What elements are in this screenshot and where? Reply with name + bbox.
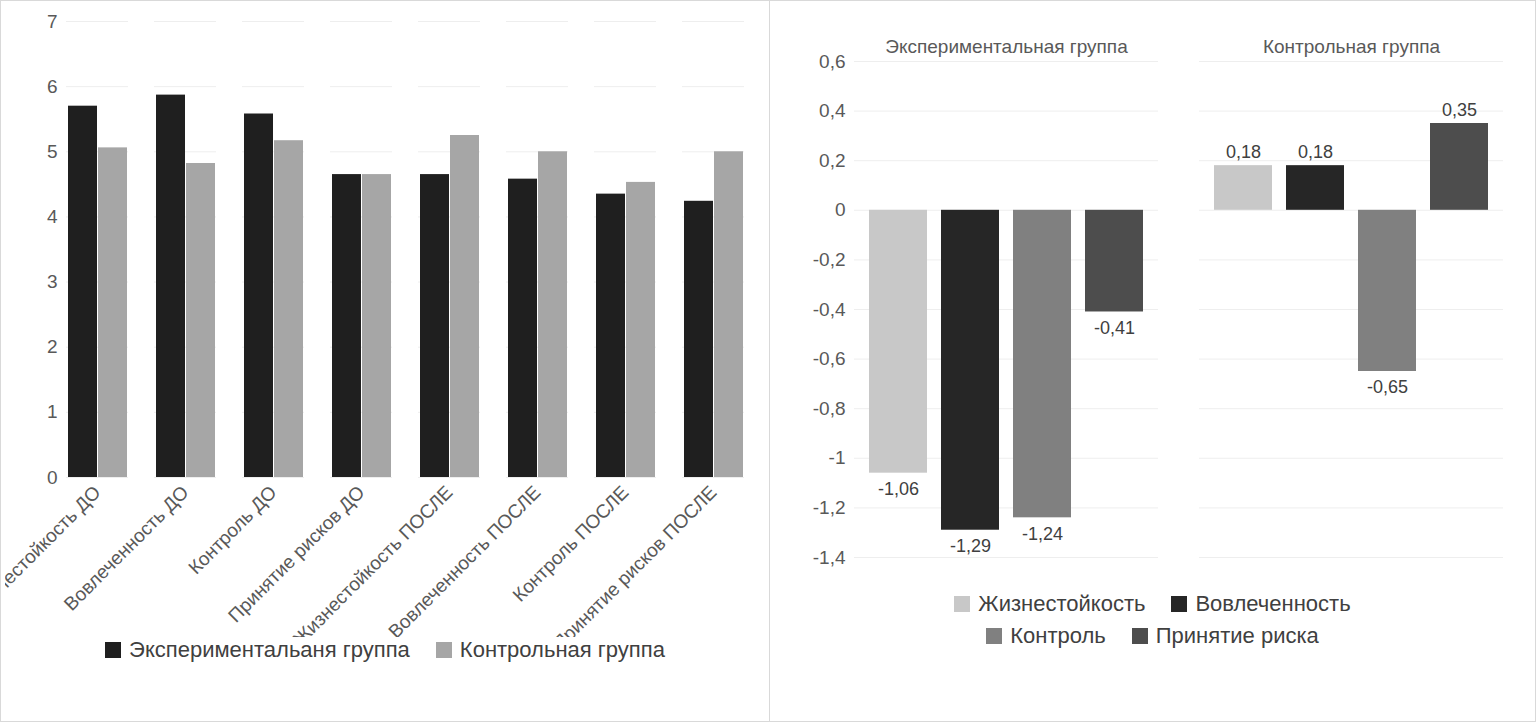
html-text:Контрольная группа: Контрольная группа: [459, 637, 665, 662]
svg-text:1: 1: [47, 401, 58, 422]
svg-text:Вовлеченность ДО: Вовлеченность ДО: [60, 482, 193, 615]
html-text:Принятие риска: Принятие риска: [1155, 623, 1319, 648]
html-text:Экспериментальаня группа: Экспериментальаня группа: [129, 637, 410, 662]
svg-text:0,2: 0,2: [819, 150, 845, 171]
svg-text:Экспериментальная группа: Экспериментальная группа: [885, 36, 1128, 57]
svg-text:5: 5: [47, 141, 58, 162]
svg-text:Контрольная группа: Контрольная группа: [1262, 36, 1440, 57]
svg-text:Принятие рисков ПОСЛЕ: Принятие рисков ПОСЛЕ: [548, 482, 720, 637]
svg-text:Жизнестойкость ПОСЛЕ: Жизнестойкость ПОСЛЕ: [289, 482, 457, 637]
svg-text:0: 0: [47, 467, 58, 488]
svg-text:0,35: 0,35: [1441, 100, 1476, 120]
svg-text:0: 0: [834, 199, 845, 220]
svg-text:Контроль ПОСЛЕ: Контроль ПОСЛЕ: [508, 481, 633, 606]
svg-text:-1,24: -1,24: [1021, 524, 1062, 544]
svg-text:-1: -1: [828, 447, 845, 468]
svg-text:6: 6: [47, 76, 58, 97]
svg-text:Контроль ДО: Контроль ДО: [184, 482, 280, 578]
svg-text:-0,8: -0,8: [812, 398, 845, 419]
svg-text:7: 7: [47, 11, 58, 32]
svg-text:-1,4: -1,4: [812, 547, 845, 568]
svg-text:-0,6: -0,6: [812, 348, 845, 369]
svg-text:-0,2: -0,2: [812, 249, 845, 270]
svg-text:-1,29: -1,29: [949, 536, 990, 556]
svg-text:-1,06: -1,06: [877, 479, 918, 499]
svg-text:0,18: 0,18: [1297, 142, 1332, 162]
svg-text:3: 3: [47, 271, 58, 292]
html-text:Вовлеченность: Вовлеченность: [1195, 591, 1351, 616]
svg-text:Вовлеченность ПОСЛЕ: Вовлеченность ПОСЛЕ: [384, 482, 545, 637]
svg-text:0,4: 0,4: [819, 100, 846, 121]
svg-text:-0,41: -0,41: [1093, 318, 1134, 338]
svg-text:4: 4: [47, 206, 58, 227]
svg-text:2: 2: [47, 336, 58, 357]
html-text:Жизнестойкость: Жизнестойкость: [978, 591, 1146, 616]
svg-text:Принятие рисков ДО: Принятие рисков ДО: [224, 481, 369, 627]
svg-text:-0,65: -0,65: [1366, 377, 1407, 397]
svg-text:Жизнестойкость ДО: Жизнестойкость ДО: [5, 482, 105, 622]
svg-text:0,18: 0,18: [1225, 142, 1260, 162]
html-text:Контроль: Контроль: [1010, 623, 1106, 648]
svg-text:0,6: 0,6: [819, 51, 845, 72]
svg-text:-0,4: -0,4: [812, 299, 845, 320]
svg-text:-1,2: -1,2: [812, 497, 845, 518]
